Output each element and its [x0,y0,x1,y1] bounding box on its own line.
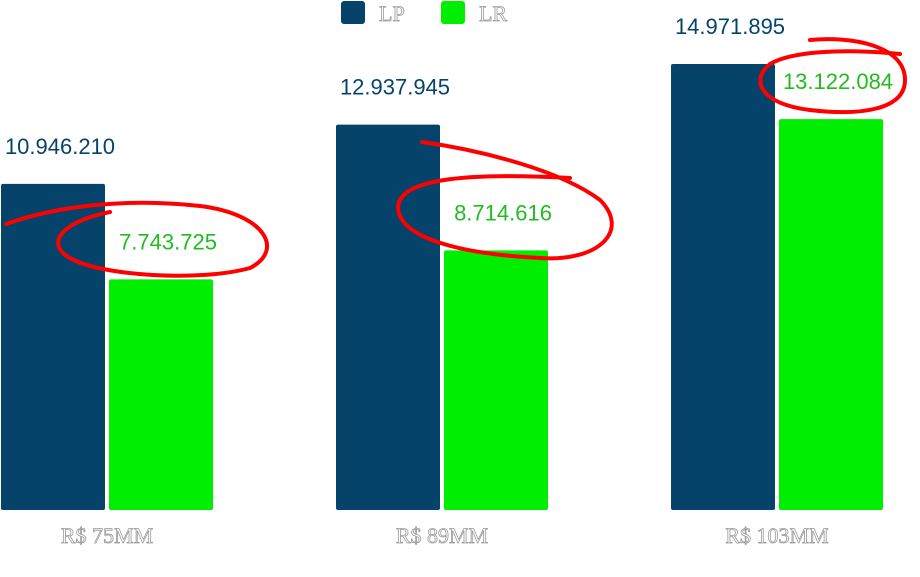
legend-label-lr: LR [479,1,507,26]
legend-swatch-lp [341,1,365,24]
red-highlight-circle [758,37,908,115]
value-label-lr: 7.743.725 [119,229,217,254]
bar-lp [1,183,105,510]
bar-lr [444,250,548,510]
bar-lp [336,124,440,511]
value-label-lp: 12.937.945 [340,75,450,100]
category-label: R$ 103MM [725,523,828,548]
bar-lr [109,279,213,510]
bar-lr [779,119,883,510]
category-label: R$ 75MM [61,523,153,548]
legend-label-lp: LP [379,1,405,26]
category-label: R$ 89MM [396,523,488,548]
bar-lp [671,64,775,510]
value-label-lr: 13.122.084 [783,69,893,94]
value-label-lp: 14.971.895 [675,14,785,39]
legend-swatch-lr [441,1,465,24]
red-highlight-circle [395,140,614,261]
red-highlight-circle [4,200,269,278]
value-label-lp: 10.946.210 [5,134,115,159]
value-label-lr: 8.714.616 [454,200,552,225]
